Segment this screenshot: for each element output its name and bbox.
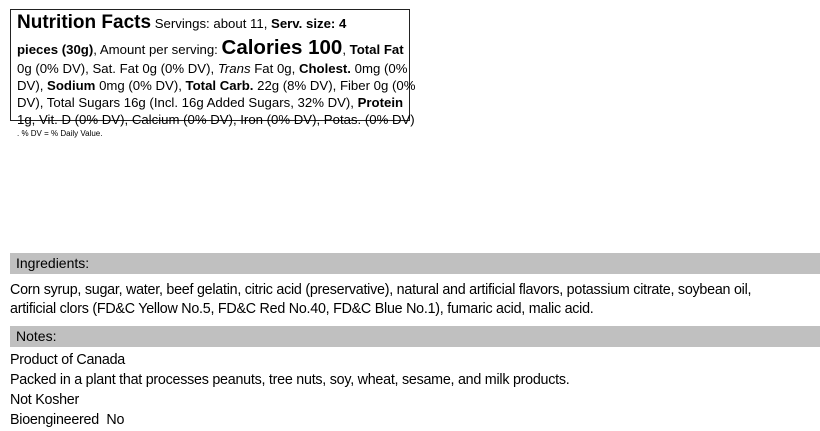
- nutrition-text: Calories 100: [221, 36, 343, 59]
- nutrition-text: DV),: [17, 78, 48, 93]
- nutrition-text: , Amount per serving:: [93, 42, 222, 57]
- nutrition-text: Serv. size: 4: [271, 16, 347, 31]
- ingredients-line: Corn syrup, sugar, water, beef gelatin, …: [10, 282, 752, 298]
- nutrition-line: DV), Sodium 0mg (0% DV), Total Carb. 22g…: [17, 77, 415, 94]
- nutrition-text: Trans: [217, 61, 251, 76]
- notes-line: Bioengineered No: [10, 412, 125, 428]
- nutrition-text: Total Fat: [349, 42, 404, 57]
- nutrition-line: Nutrition Facts Servings: about 11, Serv…: [17, 11, 403, 35]
- nutrition-line: 1g, Vit. D (0% DV), Calcium (0% DV), Iro…: [17, 111, 415, 128]
- nutrition-text: pieces (30g): [17, 42, 94, 57]
- notes-line: Product of Canada: [10, 352, 125, 368]
- nutrition-text: 0mg (0% DV),: [95, 78, 186, 93]
- nutrition-facts-label: Nutrition Facts Servings: about 11, Serv…: [10, 9, 415, 138]
- notes-heading: Notes:: [10, 326, 820, 347]
- nutrition-line: pieces (30g), Amount per serving: Calori…: [17, 35, 404, 60]
- nutrition-text: . % DV = % Daily Value.: [17, 129, 103, 138]
- nutrition-line: 0g (0% DV), Sat. Fat 0g (0% DV), Trans F…: [17, 60, 407, 77]
- notes-line: Not Kosher: [10, 392, 80, 408]
- nutrition-text: Sodium: [47, 78, 96, 93]
- nutrition-text: Protein: [357, 95, 404, 110]
- nutrition-text: Cholest.: [298, 61, 351, 76]
- nutrition-text: Servings: about 11,: [151, 16, 272, 31]
- nutrition-text: 0mg (0%: [350, 61, 408, 76]
- ingredients-heading: Ingredients:: [10, 253, 820, 274]
- nutrition-text: Nutrition Facts: [17, 12, 152, 33]
- nutrition-text: 1g, Vit. D (0% DV), Calcium (0% DV), Iro…: [17, 112, 415, 127]
- nutrition-line: . % DV = % Daily Value.: [17, 128, 403, 140]
- nutrition-text: DV), Total Sugars 16g (Incl. 16g Added S…: [17, 95, 358, 110]
- ingredients-heading-text: Ingredients:: [16, 255, 90, 271]
- notes-line: Packed in a plant that processes peanuts…: [10, 372, 570, 388]
- nutrition-text: Total Carb.: [185, 78, 254, 93]
- notes-heading-text: Notes:: [16, 328, 57, 344]
- nutrition-line: DV), Total Sugars 16g (Incl. 16g Added S…: [17, 94, 403, 111]
- nutrition-text: 0g (0% DV), Sat. Fat 0g (0% DV),: [17, 61, 218, 76]
- nutrition-text: ,: [342, 42, 350, 57]
- ingredients-line: artificial clors (FD&C Yellow No.5, FD&C…: [10, 301, 594, 317]
- nutrition-text: Fat 0g,: [250, 61, 299, 76]
- nutrition-text: 22g (8% DV), Fiber 0g (0%: [253, 78, 416, 93]
